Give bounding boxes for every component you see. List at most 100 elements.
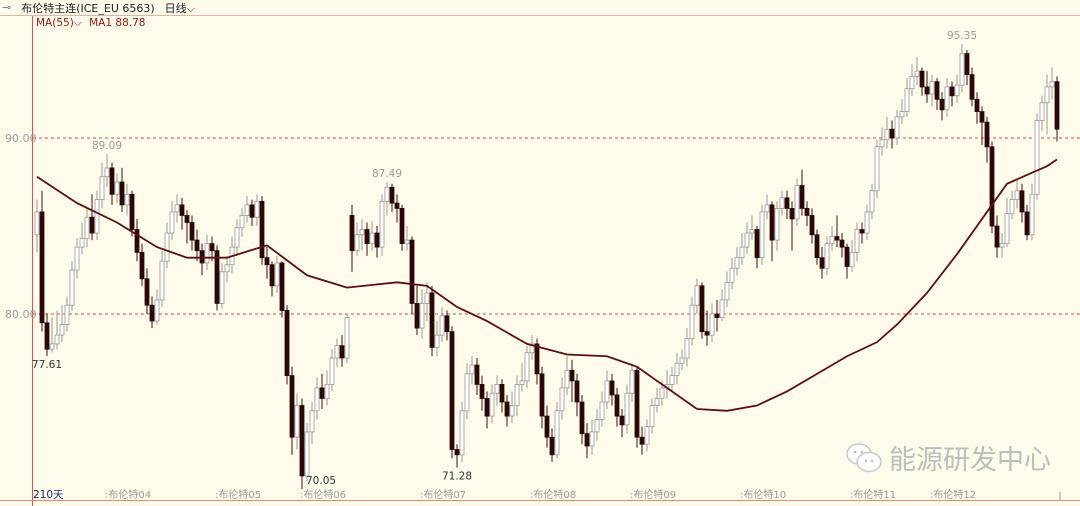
candle-down	[499, 383, 505, 403]
candle-up	[439, 315, 445, 336]
candle-up	[864, 211, 870, 234]
candle-up	[104, 167, 110, 178]
candle-up	[604, 380, 610, 403]
candle-up	[204, 243, 210, 264]
candle-up	[894, 116, 900, 139]
candle-up	[59, 324, 65, 336]
candle-up	[564, 369, 570, 389]
candle-up	[739, 246, 745, 259]
candle-down	[969, 74, 975, 100]
candle-down	[184, 215, 190, 223]
candle-down	[444, 315, 450, 333]
candle-down	[414, 303, 420, 329]
chevron-down-icon: ⌵	[73, 17, 82, 29]
indicator-legend: MA(55)⌵ MA1 88.78	[36, 17, 145, 30]
extreme-label: 87.49	[372, 168, 402, 180]
candle-up	[239, 215, 245, 229]
candle-down	[144, 278, 150, 306]
chart-header: ⊸ 布伦特主连(ICE_EU 6563) 日线⌵	[0, 0, 1080, 16]
x-tick-label: :布伦特08	[530, 488, 576, 501]
candle-up	[1009, 199, 1015, 215]
candle-up	[654, 398, 660, 406]
candle-up	[329, 357, 335, 385]
x-tick-label: :布伦特04	[105, 488, 151, 501]
candle-up	[764, 204, 770, 213]
watermark-text: 能源研发中心	[889, 445, 1051, 476]
candle-up	[514, 383, 520, 406]
candle-down	[609, 380, 615, 396]
candle-up	[309, 410, 315, 433]
candle-up	[659, 387, 665, 399]
candle-up	[749, 229, 755, 234]
candle-up	[779, 197, 785, 209]
candle-up	[529, 343, 535, 354]
candle-up	[1034, 120, 1040, 195]
candle-down	[994, 225, 1000, 248]
candle-up	[999, 243, 1005, 248]
candle-down	[579, 401, 585, 435]
candle-down	[534, 343, 540, 375]
period-selector[interactable]: 日线⌵	[165, 0, 195, 16]
watermark: 能源研发中心	[845, 438, 1051, 477]
candle-down	[974, 98, 980, 112]
candle-up	[344, 317, 350, 359]
candle-down	[479, 383, 485, 399]
candle-up	[649, 405, 655, 428]
candle-down	[209, 243, 215, 252]
candle-up	[424, 292, 430, 304]
x-tick-label: :布伦特12	[930, 488, 976, 501]
price-axis-line	[32, 16, 33, 506]
candle-up	[224, 264, 230, 273]
candle-up	[849, 251, 855, 267]
candle-up	[174, 204, 180, 213]
back-arrow-icon[interactable]: ⊸	[2, 1, 12, 14]
candle-up	[79, 237, 85, 248]
candle-down	[394, 202, 400, 209]
candle-up	[824, 243, 830, 269]
candle-down	[799, 185, 805, 209]
candle-down	[214, 250, 220, 304]
indicator-selector[interactable]: MA(55)⌵	[36, 17, 82, 29]
candle-down	[259, 200, 265, 259]
candle-up	[254, 200, 260, 218]
candle-down	[889, 128, 895, 139]
candle-up	[124, 193, 130, 206]
instrument-title: 布伦特主连(ICE_EU 6563)	[21, 1, 155, 15]
ma55-line	[36, 158, 1058, 412]
ma-label: MA1	[89, 17, 113, 29]
candle-up	[1044, 86, 1050, 104]
candle-down	[639, 436, 645, 445]
candle-up	[234, 227, 240, 248]
candle-down	[809, 215, 815, 236]
chevron-down-icon: ⌵	[186, 1, 196, 15]
x-tick-label: :布伦特07	[420, 488, 466, 501]
candle-up	[874, 146, 880, 192]
candle-down	[754, 229, 760, 259]
candle-down	[634, 369, 640, 438]
candle-up	[359, 229, 365, 236]
candle-up	[274, 262, 280, 287]
candle-down	[789, 207, 795, 220]
candle-down	[939, 98, 945, 111]
candle-up	[954, 84, 960, 97]
candle-up	[559, 387, 565, 412]
candle-down	[979, 111, 985, 123]
candle-up	[294, 405, 300, 438]
candle-down	[924, 86, 930, 95]
candle-up	[304, 431, 310, 477]
candle-down	[714, 313, 720, 318]
candle-down	[194, 239, 200, 252]
candle-up	[164, 232, 170, 262]
candle-down	[699, 285, 705, 332]
candle-down	[834, 236, 840, 241]
candle-up	[854, 229, 860, 253]
candle-up	[734, 257, 740, 269]
candle-up	[914, 70, 920, 77]
candle-up	[69, 269, 75, 306]
candle-down	[484, 398, 490, 417]
candle-down	[1024, 211, 1030, 236]
candle-up	[419, 303, 425, 329]
candle-up	[74, 246, 80, 271]
x-tick-label: :布伦特06	[300, 488, 346, 501]
